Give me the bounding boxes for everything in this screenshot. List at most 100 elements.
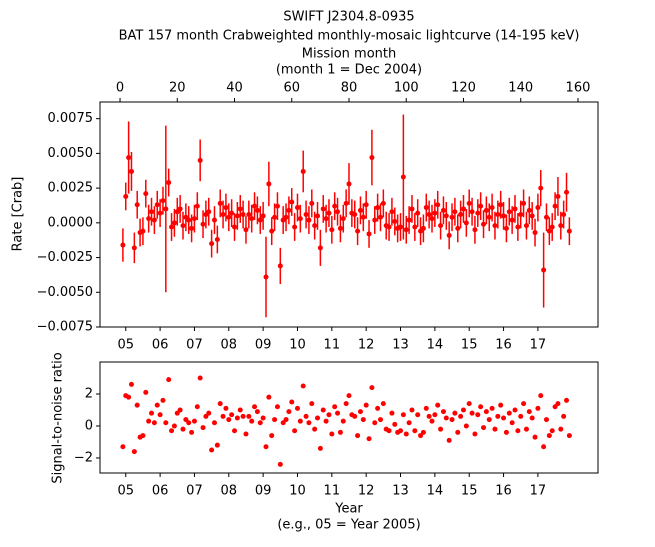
data-point [535, 405, 541, 411]
data-point [232, 224, 238, 230]
data-point [274, 404, 280, 410]
data-point [498, 402, 504, 408]
data-point [263, 444, 269, 450]
data-point [126, 155, 132, 161]
x-tick-label: 15 [461, 484, 478, 499]
data-point [469, 410, 475, 416]
top-x-tick-label: 60 [283, 81, 300, 96]
data-point [518, 212, 524, 217]
data-point [443, 415, 449, 421]
data-point [143, 389, 149, 395]
plot-frame [99, 361, 599, 474]
data-point [418, 433, 424, 439]
data-point [546, 228, 552, 234]
x-tick-label: 05 [117, 484, 134, 499]
chart-subtitle: BAT 157 month Crabweighted monthly-mosai… [119, 29, 580, 44]
y-tick-label: −0.0025 [37, 250, 93, 265]
x-tick-label: 10 [289, 484, 306, 499]
data-point [260, 213, 266, 219]
data-point [561, 413, 567, 419]
data-point [458, 413, 464, 419]
data-point [552, 203, 558, 209]
y-axis-label: Rate [Crab] [11, 177, 26, 252]
data-point [186, 420, 192, 426]
x-tick-label: 05 [117, 338, 134, 353]
top-axis-sublabel: (month 1 = Dec 2004) [276, 63, 422, 78]
data-point [509, 217, 515, 223]
data-point [541, 444, 547, 450]
data-point [120, 242, 126, 248]
data-point [380, 401, 386, 407]
data-point [549, 428, 555, 434]
data-point [392, 421, 398, 427]
data-point [237, 407, 243, 413]
data-point [552, 404, 558, 410]
data-point [171, 220, 177, 226]
data-point [555, 401, 561, 407]
data-point [429, 418, 435, 424]
data-point [243, 227, 249, 233]
data-point [483, 207, 489, 213]
data-point [169, 224, 175, 230]
data-point [217, 200, 223, 206]
x-tick-label: 06 [152, 484, 169, 499]
data-point [543, 214, 549, 220]
data-point [128, 168, 134, 174]
data-point [340, 418, 346, 424]
data-point [443, 213, 449, 219]
top-x-tick-label: 120 [451, 81, 476, 96]
data-point [266, 181, 272, 187]
x-tick-label: 07 [186, 484, 203, 499]
data-point [435, 402, 441, 408]
data-point [489, 405, 495, 411]
data-point [352, 212, 358, 217]
data-point [180, 223, 186, 229]
data-point [126, 394, 132, 400]
top-axis-label: Mission month [302, 47, 397, 62]
data-point [194, 404, 200, 410]
data-point [538, 393, 544, 399]
data-point [389, 209, 395, 215]
data-point [257, 420, 263, 426]
data-point [460, 407, 466, 413]
data-point [246, 413, 252, 419]
data-point [469, 209, 475, 215]
data-point [529, 415, 535, 421]
data-point [481, 221, 487, 227]
x-tick-label: 13 [392, 484, 409, 499]
data-point [163, 420, 169, 426]
data-point [463, 220, 469, 226]
data-point [249, 418, 255, 424]
y-tick-label: −0.0075 [37, 320, 93, 335]
data-point [131, 245, 137, 251]
data-point [289, 399, 295, 405]
x-tick-label: 13 [392, 338, 409, 353]
data-point [429, 216, 435, 222]
y-tick-label: 0 [85, 418, 93, 433]
data-point [481, 425, 487, 431]
data-point [489, 205, 495, 211]
data-point [157, 412, 163, 418]
data-point [549, 224, 555, 230]
y-tick-label: 0.0075 [48, 111, 94, 126]
data-point [166, 180, 172, 186]
data-point [512, 407, 518, 413]
data-point [283, 417, 289, 423]
data-point [449, 214, 455, 220]
data-point [240, 212, 246, 217]
data-point [286, 409, 292, 415]
x-tick-label: 11 [324, 484, 341, 499]
data-point [315, 213, 321, 219]
data-point [209, 241, 215, 247]
data-point [400, 412, 406, 418]
data-point [206, 410, 212, 416]
data-point [495, 212, 501, 217]
data-point [309, 401, 315, 407]
data-point [189, 225, 195, 231]
data-point [131, 449, 137, 455]
data-point [558, 426, 564, 432]
data-point [297, 216, 303, 222]
data-point [166, 377, 172, 383]
top-x-tick-label: 80 [341, 81, 358, 96]
